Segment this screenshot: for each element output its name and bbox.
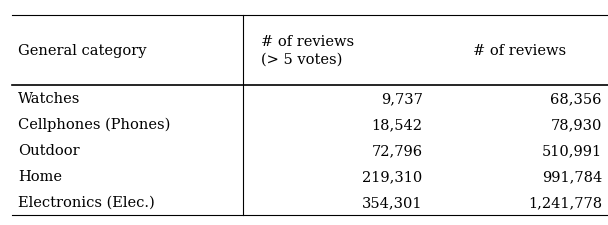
Text: # of reviews
(> 5 votes): # of reviews (> 5 votes)	[261, 35, 354, 66]
Text: General category: General category	[18, 44, 147, 58]
Text: 991,784: 991,784	[542, 169, 602, 183]
Text: 354,301: 354,301	[362, 195, 423, 209]
Text: 510,991: 510,991	[542, 143, 602, 157]
Text: 219,310: 219,310	[362, 169, 423, 183]
Text: 9,737: 9,737	[381, 92, 423, 105]
Text: Cellphones (Phones): Cellphones (Phones)	[18, 117, 171, 131]
Text: Electronics (Elec.): Electronics (Elec.)	[18, 195, 155, 209]
Text: 72,796: 72,796	[371, 143, 423, 157]
Text: 18,542: 18,542	[371, 117, 423, 131]
Text: 68,356: 68,356	[550, 92, 602, 105]
Text: Watches: Watches	[18, 92, 81, 105]
Text: # of reviews: # of reviews	[473, 44, 567, 58]
Text: Home: Home	[18, 169, 62, 183]
Text: Outdoor: Outdoor	[18, 143, 80, 157]
Text: 78,930: 78,930	[551, 117, 602, 131]
Text: 1,241,778: 1,241,778	[528, 195, 602, 209]
